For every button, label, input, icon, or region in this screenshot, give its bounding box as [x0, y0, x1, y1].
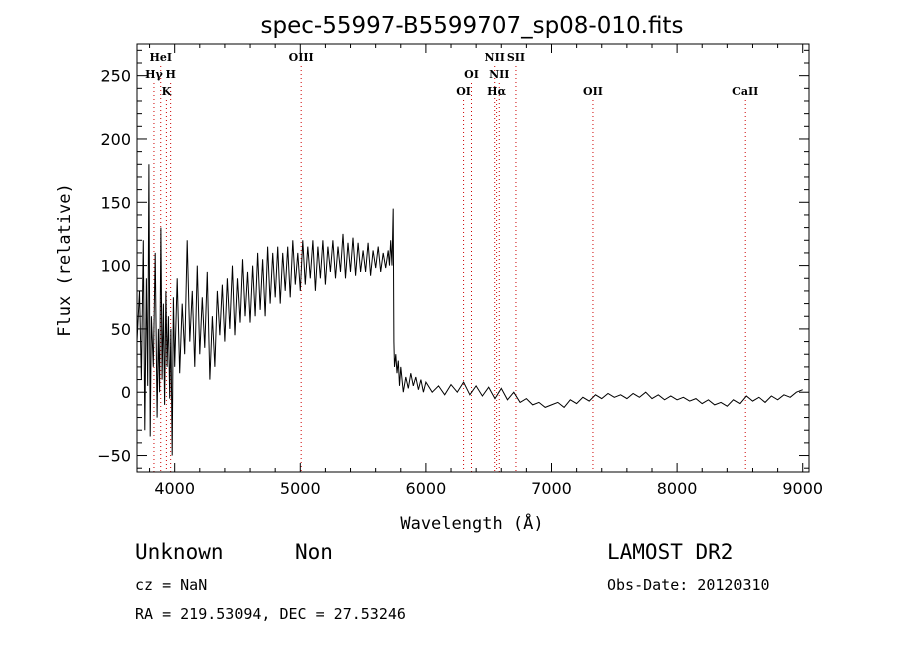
survey-label: LAMOST DR2: [607, 540, 734, 564]
y-tick-label-2: 50: [111, 320, 131, 339]
x-tick-label-2: 6000: [406, 479, 447, 498]
redshift-value: cz = NaN: [135, 576, 208, 594]
chart-title: spec-55997-B5599707_sp08-010.fits: [261, 13, 684, 39]
x-tick-label-0: 4000: [154, 479, 195, 498]
x-tick-label-3: 7000: [531, 479, 572, 498]
line-label-6: OI: [456, 85, 471, 98]
class-label: Unknown: [135, 540, 224, 564]
spectrum-series-line: [136, 164, 803, 456]
y-tick-label-0: −50: [97, 447, 131, 466]
y-axis-label: Flux (relative): [55, 183, 75, 337]
coordinates: RA = 219.53094, DEC = 27.53246: [135, 605, 406, 623]
y-tick-label-4: 150: [100, 193, 131, 212]
line-label-8: SII: [507, 51, 525, 64]
line-label-0: HeI: [149, 51, 172, 64]
y-tick-label-1: 0: [121, 383, 131, 402]
x-tick-label-4: 8000: [657, 479, 698, 498]
line-label-7: NII: [485, 51, 505, 64]
line-label-4: OIII: [289, 51, 314, 64]
y-tick-label-6: 250: [100, 67, 131, 86]
x-tick-label-5: 9000: [782, 479, 823, 498]
line-label-12: CaII: [732, 85, 758, 98]
line-label-11: OII: [583, 85, 603, 98]
line-label-2: H: [165, 68, 175, 81]
axis-ticks: 4000 5000 6000 7000 8000 9000 −50 0 50 100 150 200 2…: [97, 44, 823, 498]
obs-date: Obs-Date: 20120310: [607, 576, 770, 594]
line-label-5: OI: [464, 68, 479, 81]
y-tick-label-3: 100: [100, 257, 131, 276]
line-label-10: Hα: [487, 85, 506, 98]
line-label-3: K: [162, 85, 172, 98]
plot-area: [136, 43, 810, 473]
x-tick-label-1: 5000: [280, 479, 321, 498]
line-label-1: Hγ: [145, 68, 163, 81]
x-axis-label: Wavelength (Å): [400, 512, 543, 534]
plot-frame: [136, 43, 810, 473]
line-label-9: NII: [489, 68, 509, 81]
y-tick-label-5: 200: [100, 130, 131, 149]
subclass-label: Non: [295, 540, 333, 564]
